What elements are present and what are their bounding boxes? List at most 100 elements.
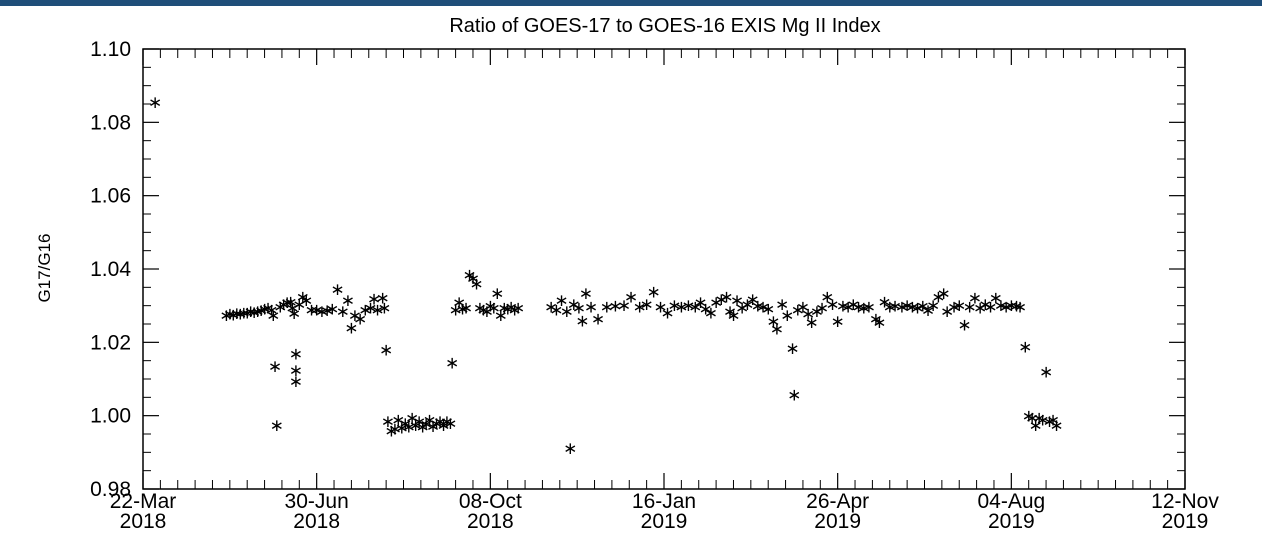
data-point-star: ∗ (433, 412, 447, 432)
data-points: ∗∗∗∗∗∗∗∗∗∗∗∗∗∗∗∗∗∗∗∗∗∗∗∗∗∗∗∗∗∗∗∗∗∗∗∗∗∗∗∗… (148, 93, 1064, 459)
data-point-star: ∗ (775, 295, 789, 315)
data-point-star: ∗ (968, 289, 982, 309)
data-point-star: ∗ (504, 297, 518, 317)
data-point-star: ∗ (831, 312, 845, 332)
data-point-star: ∗ (921, 301, 935, 321)
data-point-star: ∗ (223, 305, 237, 325)
data-point-star: ∗ (283, 292, 297, 312)
data-point-star: ∗ (508, 300, 522, 320)
data-point-star: ∗ (247, 303, 261, 323)
data-point-star: ∗ (237, 303, 251, 323)
data-point-star: ∗ (544, 297, 558, 317)
data-point-star: ∗ (704, 303, 718, 323)
data-point-star: ∗ (219, 306, 233, 326)
data-point-star: ∗ (299, 291, 313, 311)
data-point-star: ∗ (600, 297, 614, 317)
data-point-star: ∗ (888, 297, 902, 317)
data-point-star: ∗ (412, 412, 426, 432)
data-point-star: ∗ (277, 295, 291, 315)
data-point-star: ∗ (473, 299, 487, 319)
data-point-star: ∗ (554, 291, 568, 311)
data-point-star: ∗ (785, 339, 799, 359)
data-point-star: ∗ (381, 412, 395, 432)
data-point-star: ∗ (1035, 410, 1049, 430)
data-point-star: ∗ (490, 284, 504, 304)
x-tick-label: 16-Jan (632, 490, 696, 513)
data-point-star: ∗ (846, 295, 860, 315)
data-point-star: ∗ (940, 302, 954, 322)
data-point-star: ∗ (494, 306, 508, 326)
data-point-star: ∗ (250, 302, 264, 322)
data-point-star: ∗ (957, 316, 971, 336)
data-point-star: ∗ (883, 297, 897, 317)
data-point-star: ∗ (1049, 416, 1063, 436)
data-point-star: ∗ (436, 416, 450, 436)
data-point-star: ∗ (257, 300, 271, 320)
data-point-star: ∗ (841, 297, 855, 317)
data-point-star: ∗ (947, 297, 961, 317)
data-point-star: ∗ (497, 299, 511, 319)
data-point-star: ∗ (791, 300, 805, 320)
data-point-star: ∗ (579, 284, 593, 304)
data-point-star: ∗ (931, 288, 945, 308)
data-point-star: ∗ (429, 414, 443, 434)
data-point-star: ∗ (476, 300, 490, 320)
data-point-star: ∗ (801, 305, 815, 325)
data-point-star: ∗ (804, 313, 818, 333)
y-tick-label: 1.04 (90, 258, 131, 281)
data-point-star: ∗ (770, 319, 784, 339)
data-point-star: ∗ (983, 297, 997, 317)
data-point-star: ∗ (810, 302, 824, 322)
data-point-star: ∗ (367, 289, 381, 309)
data-point-star: ∗ (395, 418, 409, 438)
data-point-star: ∗ (388, 420, 402, 440)
data-point-star: ∗ (815, 299, 829, 319)
data-point-star: ∗ (402, 418, 416, 438)
data-point-star: ∗ (726, 306, 740, 326)
data-point-star: ∗ (730, 291, 744, 311)
data-point-star: ∗ (292, 295, 306, 315)
x-tick-label: 04-Aug (977, 490, 1045, 513)
data-point-star: ∗ (325, 300, 339, 320)
data-point-star: ∗ (617, 296, 631, 316)
data-point-star: ∗ (646, 283, 660, 303)
data-point-star: ∗ (310, 300, 324, 320)
data-point-star: ∗ (836, 297, 850, 317)
tick-marks (142, 48, 1186, 490)
x-tick-year-label: 2019 (641, 510, 688, 533)
x-tick-year-label: 2019 (1162, 510, 1209, 533)
x-tick-label: 08-Oct (459, 490, 522, 513)
data-point-star: ∗ (266, 306, 280, 326)
data-point-star: ∗ (989, 289, 1003, 309)
data-point-star: ∗ (289, 344, 303, 364)
data-point-star: ∗ (501, 300, 515, 320)
data-point-star: ∗ (1018, 338, 1032, 358)
data-point-star: ∗ (756, 297, 770, 317)
data-point-star: ∗ (261, 299, 275, 319)
data-point-star: ∗ (445, 354, 459, 374)
data-point-star: ∗ (766, 312, 780, 332)
data-point-star: ∗ (916, 297, 930, 317)
data-point-star: ∗ (936, 284, 950, 304)
data-point-star: ∗ (353, 310, 367, 330)
data-point-star: ∗ (688, 297, 702, 317)
data-point-star: ∗ (1022, 407, 1036, 427)
data-point-star: ∗ (148, 93, 162, 113)
x-tick-year-label: 2018 (293, 510, 340, 533)
data-point-star: ∗ (584, 297, 598, 317)
data-point-star: ∗ (264, 300, 278, 320)
data-point-star: ∗ (735, 299, 749, 319)
data-point-star: ∗ (667, 296, 681, 316)
data-point-star: ∗ (280, 293, 294, 313)
y-tick-label: 1.06 (90, 185, 131, 208)
data-point-star: ∗ (377, 299, 391, 319)
data-point-star: ∗ (405, 409, 419, 429)
data-point-star: ∗ (633, 297, 647, 317)
data-point-star: ∗ (273, 297, 287, 317)
data-point-star: ∗ (376, 289, 390, 309)
data-point-star: ∗ (869, 310, 883, 330)
data-point-star: ∗ (443, 414, 457, 434)
data-point-star: ∗ (560, 302, 574, 322)
data-point-star: ∗ (287, 304, 301, 324)
data-point-star: ∗ (320, 301, 334, 321)
